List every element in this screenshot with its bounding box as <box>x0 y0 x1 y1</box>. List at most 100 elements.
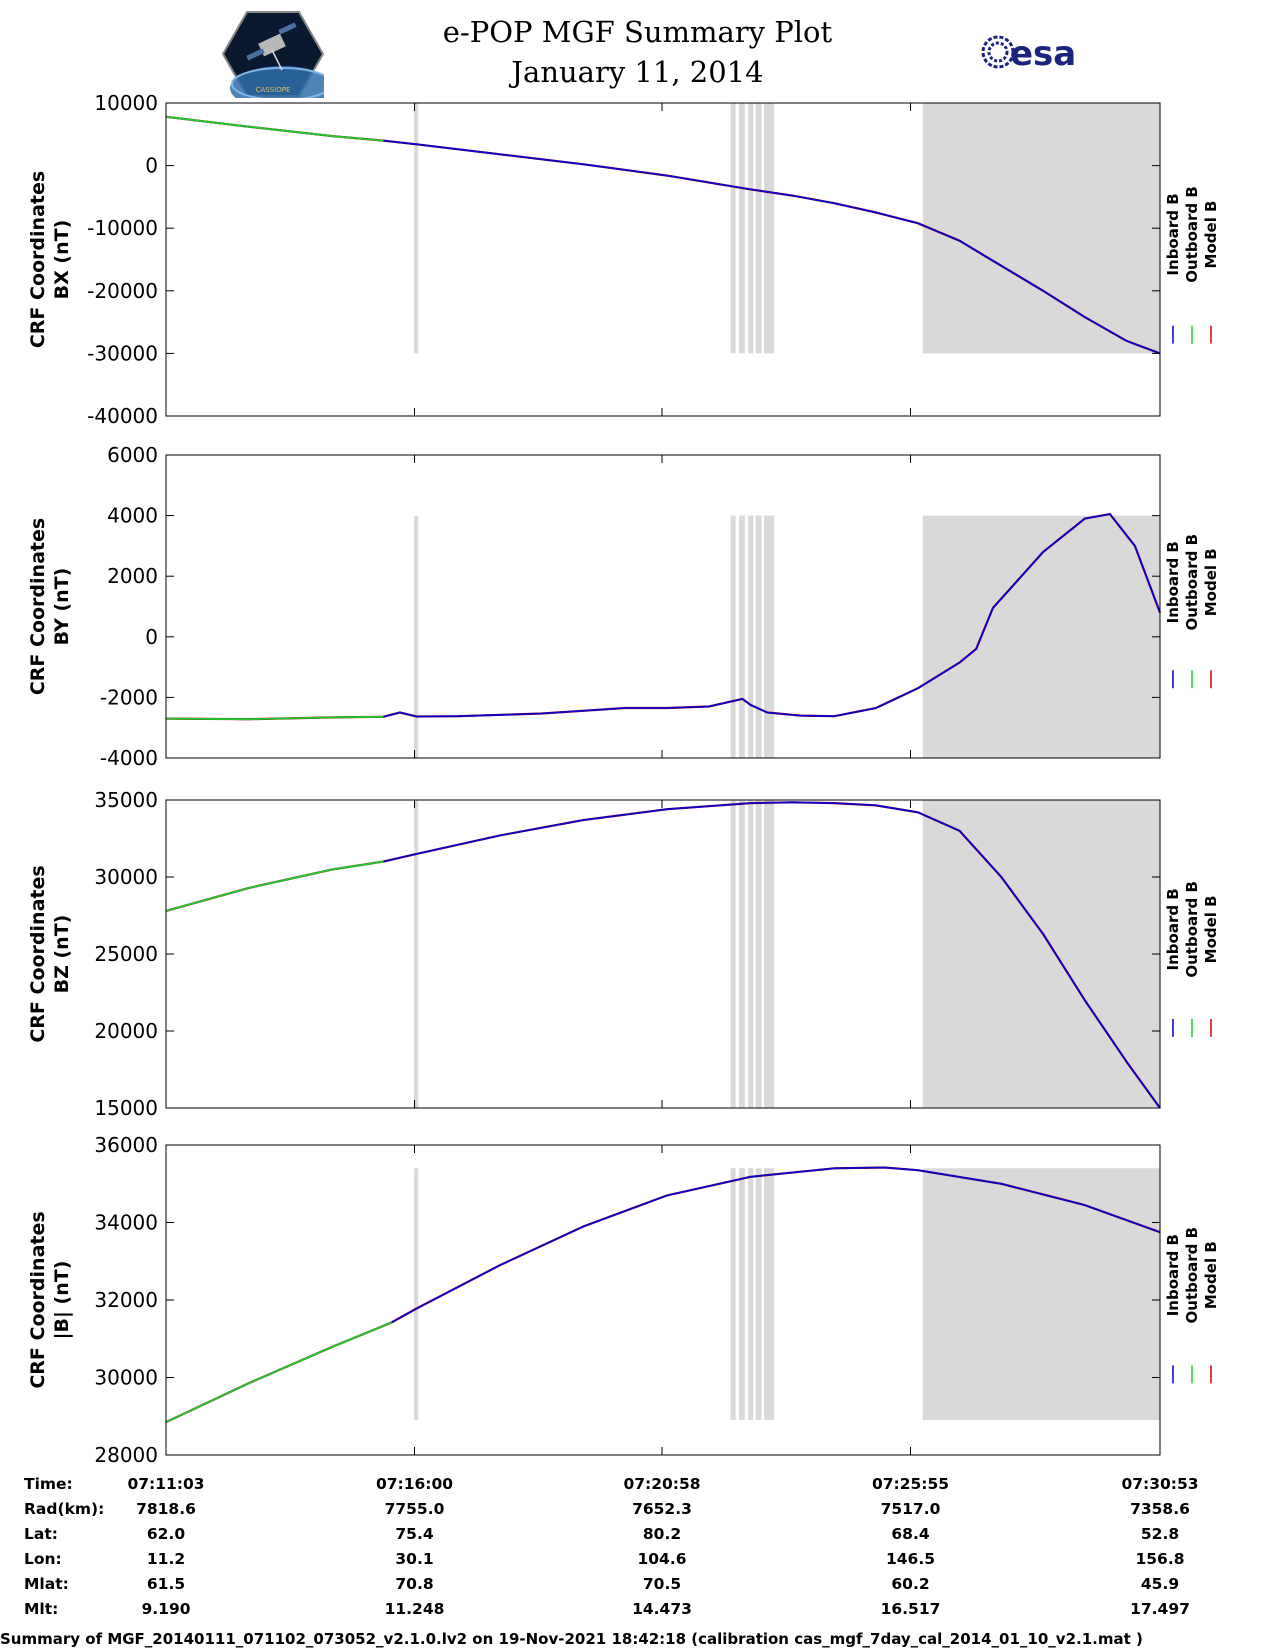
y-tick-label: 30000 <box>94 865 158 889</box>
y-tick-label: 36000 <box>94 1133 158 1157</box>
shaded-interval <box>748 515 754 758</box>
y-tick-label: 6000 <box>107 443 158 467</box>
data-point-inboard-b <box>833 715 835 717</box>
data-point-inboard-b <box>415 143 418 145</box>
shaded-interval <box>414 515 419 758</box>
cassiope-logo-text: CASSIOPE <box>256 86 291 94</box>
data-point-inboard-b <box>1084 1204 1086 1206</box>
data-point-inboard-b <box>1084 999 1086 1001</box>
shaded-interval <box>730 515 736 758</box>
data-point-inboard-b <box>958 240 961 242</box>
data-point-inboard-b <box>883 1166 885 1169</box>
y-tick-label: 15000 <box>94 1096 158 1120</box>
y-axis-label: CRF Coordinates <box>27 865 49 1042</box>
series-outboard-b <box>165 1321 392 1423</box>
orbit-value: 16.517 <box>880 1600 941 1618</box>
data-point-inboard-b <box>583 163 585 165</box>
data-point-outboard-b <box>390 1321 393 1324</box>
legend-label: Inboard B <box>1164 541 1182 623</box>
orbit-value: 07:11:03 <box>127 1475 205 1493</box>
orbit-value: 60.2 <box>891 1575 930 1593</box>
data-point-inboard-b <box>666 1194 668 1196</box>
y-tick-label: 28000 <box>94 1443 158 1467</box>
data-point-outboard-b <box>248 1382 251 1384</box>
shaded-interval <box>922 1168 1160 1421</box>
legend-label: Outboard B <box>1183 1227 1201 1324</box>
data-point-outboard-b <box>382 139 384 142</box>
data-point-inboard-b <box>791 195 794 197</box>
data-point-inboard-b <box>917 687 919 689</box>
orbit-value: 14.473 <box>632 1600 692 1618</box>
data-point-inboard-b <box>415 1307 418 1310</box>
legend-label: Inboard B <box>1164 1234 1182 1316</box>
plot-date: January 11, 2014 <box>511 55 764 89</box>
orbit-value: 07:16:00 <box>375 1475 454 1493</box>
plot-title: e-POP MGF Summary Plot <box>442 15 833 49</box>
orbit-value: 68.4 <box>891 1525 930 1543</box>
y-axis-label: BY (nT) <box>51 568 73 646</box>
panel-4: 36000 34000 32000 30000 28000 CRF Coordinates… <box>27 1133 1220 1467</box>
orbit-value: 45.9 <box>1140 1575 1180 1593</box>
shaded-interval <box>414 103 419 354</box>
orbit-value: 9.190 <box>141 1600 191 1618</box>
series-outboard-b <box>165 860 384 912</box>
shaded-interval <box>764 515 775 758</box>
data-point-inboard-b <box>975 648 977 650</box>
data-point-inboard-b <box>499 153 501 155</box>
data-point-inboard-b <box>750 1176 752 1178</box>
data-point-inboard-b <box>499 834 501 837</box>
orbit-row-label: Time: <box>24 1475 73 1493</box>
data-point-inboard-b <box>415 715 418 718</box>
plot-frame <box>165 102 1161 417</box>
shaded-interval <box>922 515 1160 758</box>
orbit-row-label: Mlat: <box>24 1575 69 1593</box>
data-point-inboard-b <box>917 1169 919 1171</box>
data-point-inboard-b <box>800 714 802 717</box>
y-tick-label: -4000 <box>100 746 158 770</box>
data-point-inboard-b <box>958 830 961 832</box>
y-tick-label: -2000 <box>100 685 158 709</box>
data-point-inboard-b <box>741 698 743 700</box>
y-axis-label: CRF Coordinates <box>27 171 49 348</box>
data-point-inboard-b <box>1084 518 1086 520</box>
data-point-inboard-b <box>1109 513 1111 515</box>
orbit-row-label: Lon: <box>24 1550 62 1568</box>
data-point-outboard-b <box>248 718 251 720</box>
data-point-inboard-b <box>766 711 769 714</box>
data-point-outboard-b <box>382 716 384 718</box>
legend-label: Outboard B <box>1183 881 1201 978</box>
data-point-inboard-b <box>1042 290 1044 292</box>
data-point-inboard-b <box>875 707 877 709</box>
shaded-interval <box>414 1168 419 1421</box>
shaded-interval <box>748 800 754 1108</box>
shaded-interval <box>922 103 1160 354</box>
footer-caption: Summary of MGF_20140111_071102_073052_v2… <box>0 1630 1143 1648</box>
shaded-interval <box>730 103 736 354</box>
data-point-outboard-b <box>382 861 384 863</box>
y-tick-label: -20000 <box>87 279 158 303</box>
series-outboard-b <box>165 115 384 142</box>
orbit-value: 70.5 <box>642 1575 682 1593</box>
orbit-value: 156.8 <box>1135 1550 1185 1568</box>
shaded-interval <box>730 1168 736 1421</box>
cassiope-logo: CASSIOPE <box>222 11 324 98</box>
shaded-interval <box>739 103 745 354</box>
y-tick-label: 4000 <box>107 504 158 528</box>
shaded-interval <box>730 800 736 1108</box>
data-point-inboard-b <box>750 188 752 190</box>
data-point-inboard-b <box>708 705 710 708</box>
shaded-interval <box>739 515 745 758</box>
data-point-inboard-b <box>1000 876 1002 878</box>
orbit-row-label: Lat: <box>24 1525 58 1543</box>
data-point-outboard-b <box>248 126 251 128</box>
data-point-inboard-b <box>499 1264 501 1266</box>
orbit-value: 75.4 <box>395 1525 434 1543</box>
orbit-value: 7652.3 <box>632 1500 692 1518</box>
y-axis-label: BX (nT) <box>51 220 73 300</box>
data-point-inboard-b <box>833 1167 835 1169</box>
shaded-interval <box>748 103 754 354</box>
data-point-inboard-b <box>833 802 835 804</box>
y-tick-label: 34000 <box>94 1211 158 1235</box>
data-point-inboard-b <box>1125 340 1128 342</box>
y-axis-label: BZ (nT) <box>51 915 73 994</box>
